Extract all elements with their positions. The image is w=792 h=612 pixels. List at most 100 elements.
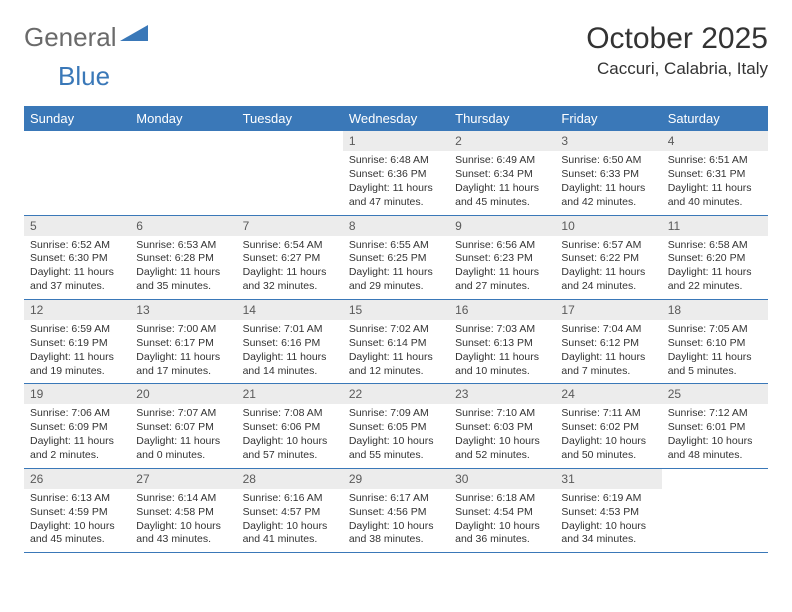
day-body: Sunrise: 7:04 AMSunset: 6:12 PMDaylight:… <box>555 320 661 383</box>
calendar-day-cell: 8Sunrise: 6:55 AMSunset: 6:25 PMDaylight… <box>343 215 449 299</box>
day-body: Sunrise: 6:51 AMSunset: 6:31 PMDaylight:… <box>662 151 768 214</box>
sunset-line: Sunset: 6:13 PM <box>455 337 533 349</box>
sunrise-line: Sunrise: 6:16 AM <box>243 492 323 504</box>
day-number: 19 <box>24 384 130 404</box>
daylight-line: Daylight: 11 hours and 2 minutes. <box>30 435 114 461</box>
daylight-line: Daylight: 11 hours and 47 minutes. <box>349 182 433 208</box>
day-body: Sunrise: 7:09 AMSunset: 6:05 PMDaylight:… <box>343 404 449 467</box>
sunset-line: Sunset: 6:06 PM <box>243 421 321 433</box>
calendar-day-cell: 11Sunrise: 6:58 AMSunset: 6:20 PMDayligh… <box>662 215 768 299</box>
day-number: 18 <box>662 300 768 320</box>
calendar-day-cell: .. <box>662 468 768 552</box>
day-body: Sunrise: 6:17 AMSunset: 4:56 PMDaylight:… <box>343 489 449 552</box>
calendar-day-cell: 15Sunrise: 7:02 AMSunset: 6:14 PMDayligh… <box>343 299 449 383</box>
daylight-line: Daylight: 10 hours and 41 minutes. <box>243 520 328 546</box>
sunrise-line: Sunrise: 6:57 AM <box>561 239 641 251</box>
calendar-week-row: 26 Sunrise: 6:13 AM Sunset: 4:59 PM Dayligh… <box>24 468 768 552</box>
daylight-line: Daylight: 11 hours and 32 minutes. <box>243 266 327 292</box>
sunset-line: Sunset: 6:30 PM <box>30 252 108 264</box>
sunrise-line: Sunrise: 7:08 AM <box>243 407 323 419</box>
sunset-line: Sunset: 6:03 PM <box>455 421 533 433</box>
calendar-day-cell: 16Sunrise: 7:03 AMSunset: 6:13 PMDayligh… <box>449 299 555 383</box>
daylight-line: Daylight: 11 hours and 42 minutes. <box>561 182 645 208</box>
day-number: 25 <box>662 384 768 404</box>
dayhead-tue: Tuesday <box>237 106 343 131</box>
day-body: Sunrise: 7:00 AMSunset: 6:17 PMDaylight:… <box>130 320 236 383</box>
sunrise-line: Sunrise: 6:18 AM <box>455 492 535 504</box>
sunset-line: Sunset: 4:56 PM <box>349 506 427 518</box>
daylight-line: Daylight: 10 hours and 48 minutes. <box>668 435 753 461</box>
daylight-line: Daylight: 11 hours and 35 minutes. <box>136 266 220 292</box>
sunrise-line: Sunrise: 7:11 AM <box>561 407 640 419</box>
day-number: 26 <box>24 469 130 489</box>
day-body: Sunrise: 6:58 AMSunset: 6:20 PMDaylight:… <box>662 236 768 299</box>
day-number: 13 <box>130 300 236 320</box>
day-body: Sunrise: 7:01 AMSunset: 6:16 PMDaylight:… <box>237 320 343 383</box>
sunrise-line: Sunrise: 6:51 AM <box>668 154 748 166</box>
day-number: 7 <box>237 216 343 236</box>
sunset-line: Sunset: 6:12 PM <box>561 337 639 349</box>
day-number: 1 <box>343 131 449 151</box>
day-number: 2 <box>449 131 555 151</box>
title-block: October 2025 Caccuri, Calabria, Italy <box>586 22 768 79</box>
daylight-line: Daylight: 11 hours and 37 minutes. <box>30 266 114 292</box>
calendar-day-cell: 27Sunrise: 6:14 AMSunset: 4:58 PMDayligh… <box>130 468 236 552</box>
daylight-line: Daylight: 10 hours and 50 minutes. <box>561 435 646 461</box>
sunset-line: Sunset: 6:05 PM <box>349 421 427 433</box>
daylight-line: Daylight: 10 hours and 38 minutes. <box>349 520 434 546</box>
sunset-line: Sunset: 6:28 PM <box>136 252 214 264</box>
daylight-line: Daylight: 10 hours and 36 minutes. <box>455 520 540 546</box>
sunrise-line: Sunrise: 7:03 AM <box>455 323 535 335</box>
day-number: 14 <box>237 300 343 320</box>
calendar-day-cell: 2Sunrise: 6:49 AMSunset: 6:34 PMDaylight… <box>449 131 555 215</box>
sunrise-line: Sunrise: 6:59 AM <box>30 323 110 335</box>
day-number: 6 <box>130 216 236 236</box>
sunrise-line: Sunrise: 6:53 AM <box>136 239 216 251</box>
day-number: 20 <box>130 384 236 404</box>
calendar-day-cell: 26Sunrise: 6:13 AMSunset: 4:59 PMDayligh… <box>24 468 130 552</box>
sunset-line: Sunset: 6:34 PM <box>455 168 533 180</box>
day-number: 12 <box>24 300 130 320</box>
day-body: Sunrise: 7:05 AMSunset: 6:10 PMDaylight:… <box>662 320 768 383</box>
sunrise-line: Sunrise: 6:13 AM <box>30 492 110 504</box>
day-body: Sunrise: 6:16 AMSunset: 4:57 PMDaylight:… <box>237 489 343 552</box>
sunset-line: Sunset: 4:59 PM <box>30 506 108 518</box>
sunrise-line: Sunrise: 6:48 AM <box>349 154 429 166</box>
logo-text-blue: Blue <box>58 61 110 91</box>
day-number: 27 <box>130 469 236 489</box>
month-title: October 2025 <box>586 22 768 56</box>
sunset-line: Sunset: 6:09 PM <box>30 421 108 433</box>
calendar-day-cell: 17Sunrise: 7:04 AMSunset: 6:12 PMDayligh… <box>555 299 661 383</box>
daylight-line: Daylight: 11 hours and 12 minutes. <box>349 351 433 377</box>
day-body: Sunrise: 6:56 AMSunset: 6:23 PMDaylight:… <box>449 236 555 299</box>
dayhead-wed: Wednesday <box>343 106 449 131</box>
sunrise-line: Sunrise: 7:06 AM <box>30 407 110 419</box>
sunset-line: Sunset: 6:33 PM <box>561 168 639 180</box>
calendar-day-cell: 19 Sunrise: 7:06 AM Sunset: 6:09 PM Dayligh… <box>24 384 130 468</box>
day-number: 21 <box>237 384 343 404</box>
calendar-day-cell: 23Sunrise: 7:10 AMSunset: 6:03 PMDayligh… <box>449 384 555 468</box>
calendar-day-cell: 7Sunrise: 6:54 AMSunset: 6:27 PMDaylight… <box>237 215 343 299</box>
sunset-line: Sunset: 6:36 PM <box>349 168 427 180</box>
logo: General <box>24 22 148 53</box>
calendar-day-cell: 14Sunrise: 7:01 AMSunset: 6:16 PMDayligh… <box>237 299 343 383</box>
dayhead-mon: Monday <box>130 106 236 131</box>
sunset-line: Sunset: 6:17 PM <box>136 337 214 349</box>
day-body: Sunrise: 7:08 AMSunset: 6:06 PMDaylight:… <box>237 404 343 467</box>
calendar-week-row: ......1Sunrise: 6:48 AMSunset: 6:36 PMDa… <box>24 131 768 215</box>
sunrise-line: Sunrise: 6:50 AM <box>561 154 641 166</box>
calendar-day-cell: 28Sunrise: 6:16 AMSunset: 4:57 PMDayligh… <box>237 468 343 552</box>
day-number: 11 <box>662 216 768 236</box>
day-body: Sunrise: 6:55 AMSunset: 6:25 PMDaylight:… <box>343 236 449 299</box>
day-number: 10 <box>555 216 661 236</box>
calendar-day-cell: 24Sunrise: 7:11 AMSunset: 6:02 PMDayligh… <box>555 384 661 468</box>
day-body: Sunrise: 7:03 AMSunset: 6:13 PMDaylight:… <box>449 320 555 383</box>
daylight-line: Daylight: 11 hours and 17 minutes. <box>136 351 220 377</box>
sunset-line: Sunset: 4:53 PM <box>561 506 639 518</box>
calendar-day-cell: 18Sunrise: 7:05 AMSunset: 6:10 PMDayligh… <box>662 299 768 383</box>
sunrise-line: Sunrise: 7:04 AM <box>561 323 641 335</box>
day-number: 29 <box>343 469 449 489</box>
day-header-row: Sunday Monday Tuesday Wednesday Thursday… <box>24 106 768 131</box>
sunrise-line: Sunrise: 6:19 AM <box>561 492 641 504</box>
sunrise-line: Sunrise: 6:54 AM <box>243 239 323 251</box>
